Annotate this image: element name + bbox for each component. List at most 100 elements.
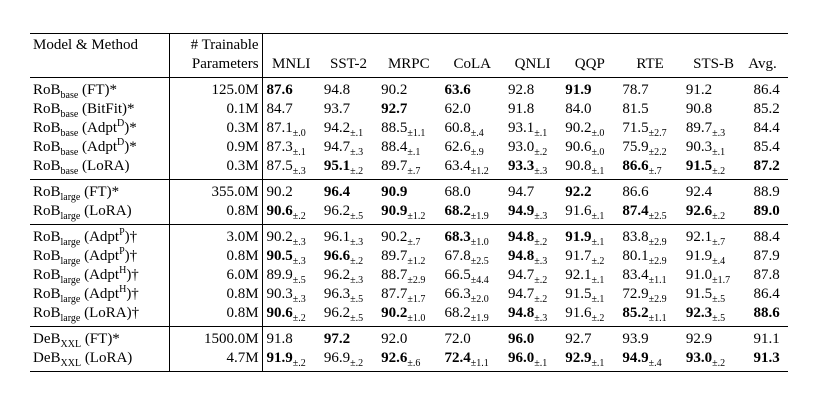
score-value: 94.8	[323, 82, 351, 98]
score-cell: 63.6	[440, 77, 504, 100]
model-cell: RoBlarge (AdptH)†	[30, 285, 170, 305]
model-text: base	[60, 147, 79, 158]
row-group: RoBbase (FT)* 125.0M 87.6 94.8 90.2 63.6 92.8 9…	[30, 77, 788, 180]
model-text: RoB	[33, 82, 61, 98]
model-text: P	[119, 227, 125, 238]
score-cell: 90.9±1.2	[377, 202, 440, 225]
score-cell: 87.1±.0	[262, 119, 320, 139]
score-cell: 93.9	[618, 326, 682, 349]
score-error: ±.1	[591, 275, 605, 286]
score-cell: 88.4±.1	[377, 138, 440, 158]
score-value: 91.9	[685, 248, 713, 264]
score-cell: 84.4	[745, 119, 788, 138]
score-cell: 90.6±.2	[262, 304, 320, 327]
score-cell: 90.2±.0	[561, 119, 618, 139]
score-cell: 90.8	[682, 100, 745, 119]
score-cell: 97.2	[319, 326, 378, 349]
score-cell: 89.7±.7	[377, 157, 440, 180]
score-value: 90.2	[381, 82, 408, 98]
model-text: D	[117, 137, 125, 148]
score-value: 91.1	[753, 331, 780, 347]
score-error: ±.2	[534, 147, 548, 158]
score-cell: 72.0	[440, 326, 504, 349]
score-value: 90.9	[381, 184, 408, 200]
model-text: (Adpt	[78, 139, 118, 155]
score-error: ±.3	[350, 237, 364, 248]
score-error: ±.2	[712, 358, 726, 369]
score-cell: 78.7	[618, 77, 682, 100]
score-cell: 83.8±2.9	[618, 224, 682, 248]
score-error: ±.4	[648, 358, 662, 369]
score-cell: 94.7	[503, 179, 562, 202]
score-value: 92.8	[507, 82, 535, 98]
score-error: ±.3	[534, 166, 548, 177]
score-value: 86.4	[753, 82, 780, 98]
score-cell: 81.5	[618, 100, 681, 119]
score-error: ±.2	[591, 313, 605, 324]
model-cell: RoBbase (AdptD)*	[30, 137, 170, 158]
score-error: ±.3	[712, 128, 726, 139]
score-cell: 94.8	[319, 77, 378, 100]
score-cell: 91.8	[262, 326, 320, 349]
score-value: 83.8	[622, 229, 649, 245]
score-cell: 91.7±.2	[561, 247, 618, 267]
score-error: ±.2	[292, 211, 306, 222]
model-cell: RoBlarge (FT)*	[30, 179, 170, 203]
score-error: ±1.0	[470, 237, 489, 248]
score-value: 91.2	[685, 82, 713, 98]
score-value: 86.4	[753, 286, 780, 302]
score-cell: 66.3±2.0	[441, 285, 504, 305]
score-error: ±.5	[292, 275, 306, 286]
model-text: (FT)*	[80, 184, 120, 200]
model-text: (Adpt	[80, 229, 120, 245]
score-cell: 96.2±.5	[320, 304, 377, 327]
score-error: ±.3	[534, 256, 548, 267]
model-cell: RoBbase (LoRA)	[30, 157, 170, 180]
score-error: ±.7	[407, 237, 421, 248]
score-error: ±.1	[591, 211, 605, 222]
score-value: 96.0	[507, 331, 535, 347]
score-cell: 89.9±.5	[262, 266, 320, 286]
score-cell: 90.9	[377, 179, 441, 202]
model-cell: RoBbase (BitFit)*	[30, 100, 170, 120]
model-text: XXL	[60, 339, 82, 350]
model-text: RoB	[33, 248, 61, 264]
table-row: DeBXXL (LoRA) 4.7M 91.9±.2 96.9±.2 92.6±.6 72…	[30, 349, 788, 372]
score-cell: 87.3±.1	[262, 138, 320, 158]
table-row: RoBlarge (AdptP)† 3.0M 90.2±.3 96.1±.3 90.2±…	[30, 224, 788, 248]
score-error: ±1.7	[407, 294, 426, 305]
table-row: RoBbase (AdptD)* 0.9M 87.3±.1 94.7±.3 88.4±.…	[30, 137, 788, 158]
model-text: large	[60, 275, 81, 286]
score-error: ±.3	[534, 211, 548, 222]
model-text: H	[119, 265, 127, 276]
model-header: Model & Method	[30, 33, 170, 78]
score-error: ±2.9	[648, 294, 667, 305]
score-cell: 91.5±.5	[682, 285, 745, 305]
score-error: ±.5	[712, 294, 726, 305]
score-value: 84.4	[753, 120, 780, 136]
params-cell: 0.9M	[169, 138, 263, 157]
score-error: ±.3	[292, 237, 306, 248]
model-text: base	[60, 90, 79, 101]
score-value: 83.4	[622, 267, 649, 283]
column-header: QNLI	[503, 33, 562, 78]
score-value: 96.2	[323, 305, 351, 321]
score-cell: 87.2	[745, 157, 788, 180]
row-group: RoBlarge (AdptP)† 3.0M 90.2±.3 96.1±.3 90.2±…	[30, 224, 788, 327]
score-value: 92.7	[381, 101, 408, 117]
model-text: large	[60, 294, 81, 305]
table-row: RoBbase (AdptD)* 0.3M 87.1±.0 94.2±.1 88.5±1…	[30, 119, 788, 139]
score-cell: 67.8±2.5	[441, 247, 504, 267]
score-cell: 87.6	[262, 77, 320, 100]
score-cell: 92.7	[561, 326, 619, 349]
score-error: ±.2	[712, 166, 726, 177]
score-cell: 68.2±1.9	[441, 202, 504, 225]
score-cell: 88.6	[745, 304, 788, 327]
model-text: large	[60, 313, 81, 324]
score-error: ±.1	[591, 294, 605, 305]
score-error: ±.0	[591, 147, 605, 158]
score-value: 88.5	[381, 120, 408, 136]
score-value: 87.1	[266, 120, 293, 136]
score-cell: 90.6±.2	[262, 202, 320, 225]
